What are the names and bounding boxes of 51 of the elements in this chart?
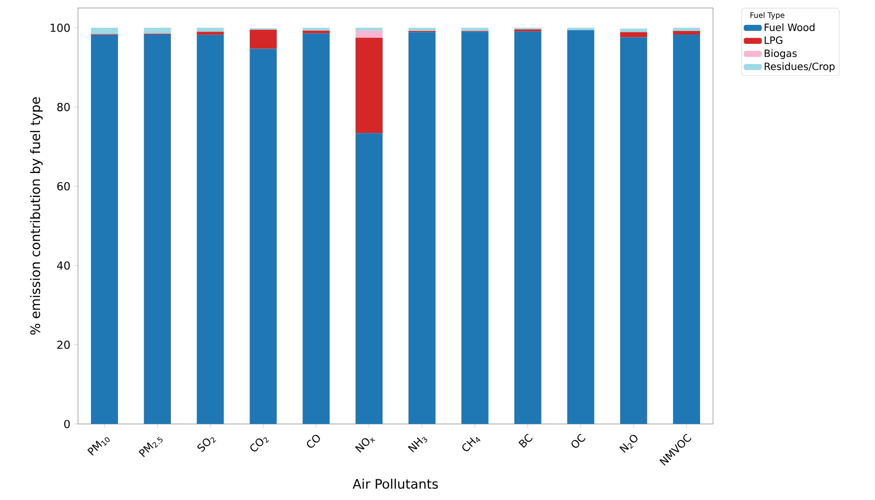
bar xyxy=(196,28,224,32)
y-tick-label: 80 xyxy=(57,102,70,112)
x-tick-label: NO$_{x}$ xyxy=(355,437,376,453)
bar xyxy=(302,30,330,34)
bar xyxy=(408,28,436,31)
y-tick-label: 20 xyxy=(57,340,70,349)
bar xyxy=(356,38,383,134)
bar xyxy=(356,30,383,38)
bar xyxy=(567,30,594,424)
legend-label: Biogas xyxy=(764,49,797,60)
y-tick-label: 40 xyxy=(57,261,70,270)
bar xyxy=(620,28,648,32)
bar xyxy=(673,28,700,31)
x-tick-label: CH$_{4}$ xyxy=(462,437,480,452)
bar xyxy=(356,133,383,424)
x-tick-label: NH$_{3}$ xyxy=(408,437,428,452)
bar xyxy=(514,31,542,424)
x-axis-title: Air Pollutants xyxy=(352,478,438,489)
bar xyxy=(302,28,330,31)
bar xyxy=(144,28,171,34)
bar xyxy=(90,34,118,424)
bar xyxy=(673,30,700,35)
bar xyxy=(250,48,277,424)
x-tick-label: OC xyxy=(572,434,586,448)
bar xyxy=(250,30,277,49)
bar xyxy=(461,28,488,31)
legend-label: Residues/Crop xyxy=(764,62,835,72)
y-tick-label: 100 xyxy=(50,24,70,32)
bar xyxy=(461,32,488,424)
bar xyxy=(90,28,118,34)
bar xyxy=(302,33,330,424)
bar xyxy=(144,34,171,424)
x-tick-label: PM$_{2.5}$ xyxy=(138,436,163,458)
y-tick-label: 0 xyxy=(64,420,70,428)
legend-label: Fuel Wood xyxy=(764,23,814,32)
x-tick-label: N$_{2}$O xyxy=(619,434,638,453)
bar xyxy=(196,34,224,424)
bar xyxy=(196,32,224,35)
x-tick-label: CO$_{2}$ xyxy=(250,437,270,452)
bar xyxy=(620,32,648,38)
x-tick-label: CO xyxy=(306,434,320,448)
bar xyxy=(408,32,436,424)
y-axis-title: % emission contribution by fuel type xyxy=(30,97,43,335)
bar xyxy=(673,34,700,424)
bar xyxy=(356,28,383,31)
x-tick-label: BC xyxy=(518,434,532,448)
x-tick-label: PM$_{10}$ xyxy=(87,437,110,456)
legend-label: LPG xyxy=(764,36,782,44)
bar xyxy=(620,37,648,424)
x-tick-label: SO$_{2}$ xyxy=(197,437,216,452)
y-tick-label: 60 xyxy=(57,182,70,190)
